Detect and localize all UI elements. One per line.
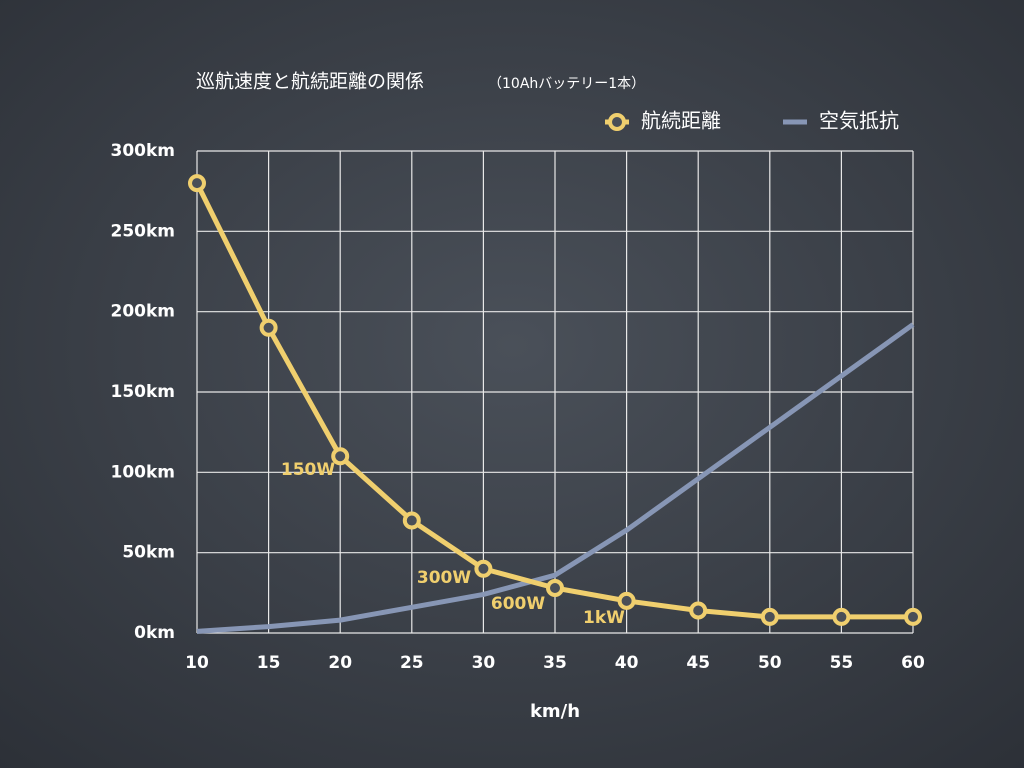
- data-point: [546, 579, 564, 598]
- data-point: [760, 607, 779, 626]
- chart-title: 巡航速度と航続距離の関係: [196, 71, 424, 93]
- chart-subtitle: （10Ahバッテリー1本）: [488, 76, 645, 92]
- data-point: [259, 318, 278, 337]
- legend-label: 空気抵抗: [819, 109, 899, 133]
- x-tick-label: 50: [758, 653, 782, 673]
- annotation: 150W: [281, 460, 335, 480]
- x-axis-label: km/h: [530, 701, 580, 722]
- legend-label: 航続距離: [641, 109, 721, 133]
- data-point: [832, 607, 851, 626]
- data-point: [904, 607, 922, 626]
- y-tick-label: 50km: [122, 543, 175, 563]
- y-tick-label: 300km: [110, 141, 175, 161]
- series-line: [196, 322, 915, 634]
- annotation: 1kW: [583, 608, 625, 628]
- data-point: [689, 601, 708, 620]
- x-tick-label: 60: [901, 653, 925, 673]
- x-tick-label: 20: [328, 653, 352, 673]
- x-tick-label: 10: [185, 653, 209, 673]
- x-tick-label: 35: [543, 653, 567, 673]
- data-point: [402, 511, 421, 530]
- x-tick-label: 45: [686, 653, 710, 673]
- x-tick-label: 25: [400, 653, 424, 673]
- y-tick-label: 150km: [110, 382, 175, 402]
- legend-swatch: [608, 113, 626, 131]
- data-point: [188, 174, 206, 193]
- annotation: 600W: [491, 594, 545, 614]
- x-tick-label: 30: [472, 653, 496, 673]
- annotation: 300W: [417, 568, 471, 588]
- data-point: [331, 447, 350, 466]
- y-tick-label: 200km: [110, 302, 175, 322]
- y-tick-label: 250km: [110, 221, 175, 241]
- x-tick-label: 40: [615, 653, 639, 673]
- y-tick-label: 0km: [134, 623, 175, 643]
- y-tick-label: 100km: [110, 462, 175, 482]
- data-point: [617, 591, 636, 610]
- data-point: [474, 559, 493, 578]
- x-tick-label: 15: [257, 653, 281, 673]
- x-tick-label: 55: [830, 653, 854, 673]
